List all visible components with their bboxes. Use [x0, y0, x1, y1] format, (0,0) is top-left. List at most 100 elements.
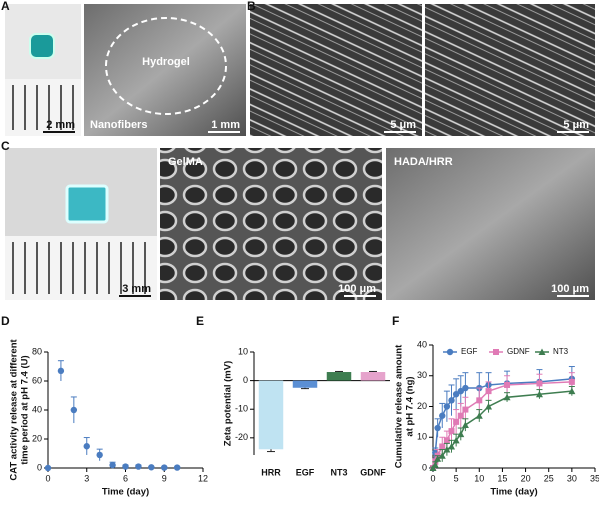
image: [425, 4, 595, 136]
marker: [476, 397, 483, 404]
panel-letter: B: [247, 0, 256, 13]
marker: [493, 349, 499, 355]
y-tick-label: -10: [235, 404, 248, 414]
y-tick-label: 40: [32, 404, 42, 414]
x-tick-label: 5: [454, 473, 459, 483]
marker: [446, 348, 454, 356]
marker: [448, 442, 456, 450]
marker: [568, 387, 576, 395]
scale-bar-label: 5 μm: [563, 119, 589, 131]
bar: [326, 372, 352, 381]
marker: [475, 412, 483, 419]
marker: [439, 443, 446, 450]
marker: [461, 421, 469, 428]
x-tick-label: GDNF: [360, 467, 386, 477]
marker: [439, 412, 446, 419]
marker: [83, 443, 90, 450]
panel-letter: F: [392, 314, 399, 328]
marker: [457, 412, 464, 419]
panel-letter: A: [1, 0, 10, 13]
x-tick-label: HRR: [261, 467, 281, 477]
image-label: Nanofibers: [90, 119, 147, 131]
marker: [96, 451, 103, 459]
marker: [70, 406, 78, 414]
marker: [109, 461, 116, 469]
y-tick-label: 10: [238, 346, 248, 356]
y-tick-label: 0: [37, 462, 42, 472]
panel-letter: E: [196, 314, 204, 328]
marker: [44, 464, 52, 472]
x-tick-label: 0: [45, 473, 50, 483]
marker: [462, 406, 469, 413]
bar: [360, 372, 386, 381]
x-tick-label: 30: [567, 473, 577, 483]
sample: [65, 184, 109, 224]
marker: [504, 381, 511, 388]
marker: [452, 436, 460, 444]
y-tick-label: 40: [417, 339, 427, 349]
x-tick-label: 15: [497, 473, 507, 483]
marker: [536, 380, 543, 387]
y-axis-label: at pH 7.4 (ng): [405, 376, 416, 436]
marker: [443, 403, 451, 410]
scale-bar-label: 2 mm: [46, 119, 75, 131]
marker: [453, 418, 460, 425]
legend-label: EGF: [461, 347, 478, 356]
marker: [448, 397, 455, 404]
y-tick-label: 0: [243, 375, 248, 385]
marker: [457, 430, 465, 438]
marker: [434, 424, 441, 432]
marker: [448, 428, 455, 435]
scale-bar-label: 100 μm: [338, 283, 376, 295]
marker: [438, 452, 446, 459]
x-tick-label: 12: [198, 473, 208, 483]
y-tick-label: 20: [32, 433, 42, 443]
marker: [161, 464, 168, 471]
x-tick-label: 9: [162, 473, 167, 483]
image: [160, 148, 382, 300]
x-axis-label: Time (day): [102, 487, 149, 498]
marker: [568, 378, 575, 385]
x-tick-label: 20: [521, 473, 531, 483]
y-tick-label: 20: [417, 401, 427, 411]
marker: [173, 464, 181, 471]
legend-label: NT3: [553, 347, 569, 356]
bar: [292, 380, 318, 388]
marker: [122, 463, 129, 470]
x-tick-label: EGF: [296, 467, 315, 477]
x-tick-label: 0: [430, 473, 435, 483]
y-axis-label: CAT activity release at different: [9, 339, 20, 481]
y-tick-label: 80: [32, 346, 42, 356]
scale-bar-label: 3 mm: [122, 283, 151, 295]
x-tick-label: 10: [474, 473, 484, 483]
marker: [434, 455, 442, 462]
marker: [538, 348, 546, 355]
image-label: Hydrogel: [142, 56, 190, 68]
x-tick-label: 35: [590, 473, 599, 483]
bar: [258, 380, 284, 450]
image-label: HADA/HRR: [394, 156, 453, 168]
scale-bar-label: 100 μm: [551, 283, 589, 295]
marker: [535, 390, 543, 398]
y-axis-label: time period at pH 7.4 (U): [20, 355, 31, 464]
x-tick-label: 25: [544, 473, 554, 483]
y-tick-label: 10: [417, 432, 427, 442]
ruler: [5, 236, 157, 300]
outline: [105, 17, 227, 115]
marker: [462, 384, 469, 392]
y-tick-label: -20: [235, 432, 248, 442]
panel-letter: C: [1, 139, 10, 153]
marker: [503, 393, 511, 401]
legend-label: GDNF: [507, 347, 530, 356]
scale-bar-label: 5 μm: [390, 119, 416, 131]
marker: [57, 367, 65, 375]
marker: [135, 463, 142, 470]
x-tick-label: 3: [84, 473, 89, 483]
image: [386, 148, 595, 300]
x-tick-label: NT3: [330, 467, 347, 477]
image: [84, 4, 246, 136]
marker: [431, 461, 439, 468]
scale-bar-label: 1 mm: [211, 119, 240, 131]
marker: [443, 446, 451, 453]
panel-letter: D: [1, 314, 10, 328]
